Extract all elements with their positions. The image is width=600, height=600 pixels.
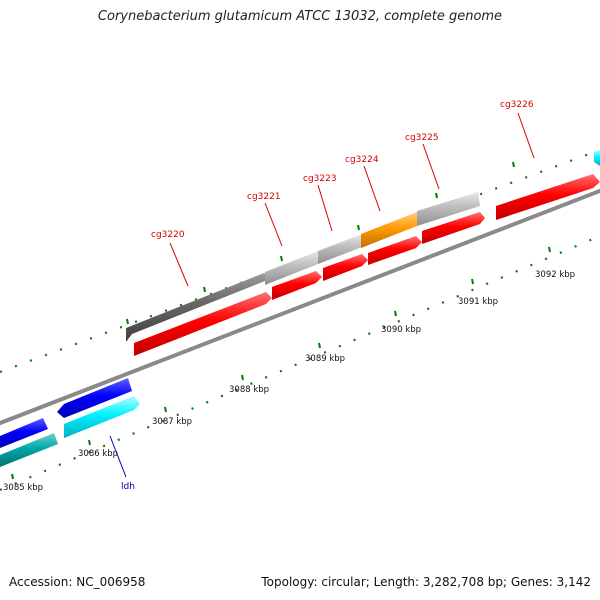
genome-summary-text: Topology: circular; Length: 3,282,708 bp… <box>261 575 591 589</box>
gene-red-3[interactable] <box>323 254 368 281</box>
gene-cg3226-bar[interactable] <box>496 174 600 220</box>
gene-label-cg3225: cg3225 <box>405 133 439 143</box>
gene-cg3220-bar[interactable] <box>126 273 270 342</box>
gene-cg3223-bar[interactable] <box>318 234 362 264</box>
kbp-label: 3088 kbp <box>229 385 269 395</box>
kbp-label: 3086 kbp <box>78 449 118 459</box>
gene-label-cg3223: cg3223 <box>303 174 337 184</box>
genome-title: Corynebacterium glutamicum ATCC 13032, c… <box>97 9 503 24</box>
gene-label-cg3226: cg3226 <box>500 100 534 110</box>
gene-label-cg3224: cg3224 <box>345 155 379 165</box>
major-ticks-lower <box>11 246 551 480</box>
genome-backbone <box>0 188 600 426</box>
gene-blue-1[interactable] <box>0 418 48 448</box>
gene-red-5[interactable] <box>422 212 485 244</box>
kbp-label: 3092 kbp <box>535 270 575 280</box>
gene-red-1[interactable] <box>134 292 272 356</box>
gene-blue-2[interactable] <box>57 378 132 418</box>
gene-red-2[interactable] <box>272 271 322 300</box>
gene-cg3221-bar[interactable] <box>265 251 318 285</box>
label-leaders <box>109 112 535 478</box>
gene-label-cg3220: cg3220 <box>151 230 185 240</box>
gene-cg3224-bar[interactable] <box>361 212 417 248</box>
kbp-label: 3090 kbp <box>381 325 421 335</box>
major-ticks-upper <box>126 161 515 325</box>
gene-cg3225-bar[interactable] <box>417 192 480 226</box>
kbp-label: 3089 kbp <box>305 354 345 364</box>
gene-label-cg3221: cg3221 <box>247 192 281 202</box>
gene-offscreen-bar[interactable] <box>594 150 600 166</box>
gene-red-4[interactable] <box>368 236 422 265</box>
kbp-label: 3091 kbp <box>458 297 498 307</box>
kbp-label: 3085 kbp <box>3 483 43 493</box>
kbp-label: 3087 kbp <box>152 417 192 427</box>
gene-teal-1[interactable] <box>0 433 58 467</box>
accession-text: Accession: NC_006958 <box>9 575 146 589</box>
gene-label-ldh: ldh <box>121 482 135 492</box>
gene-cyan-ldh[interactable] <box>64 396 140 438</box>
